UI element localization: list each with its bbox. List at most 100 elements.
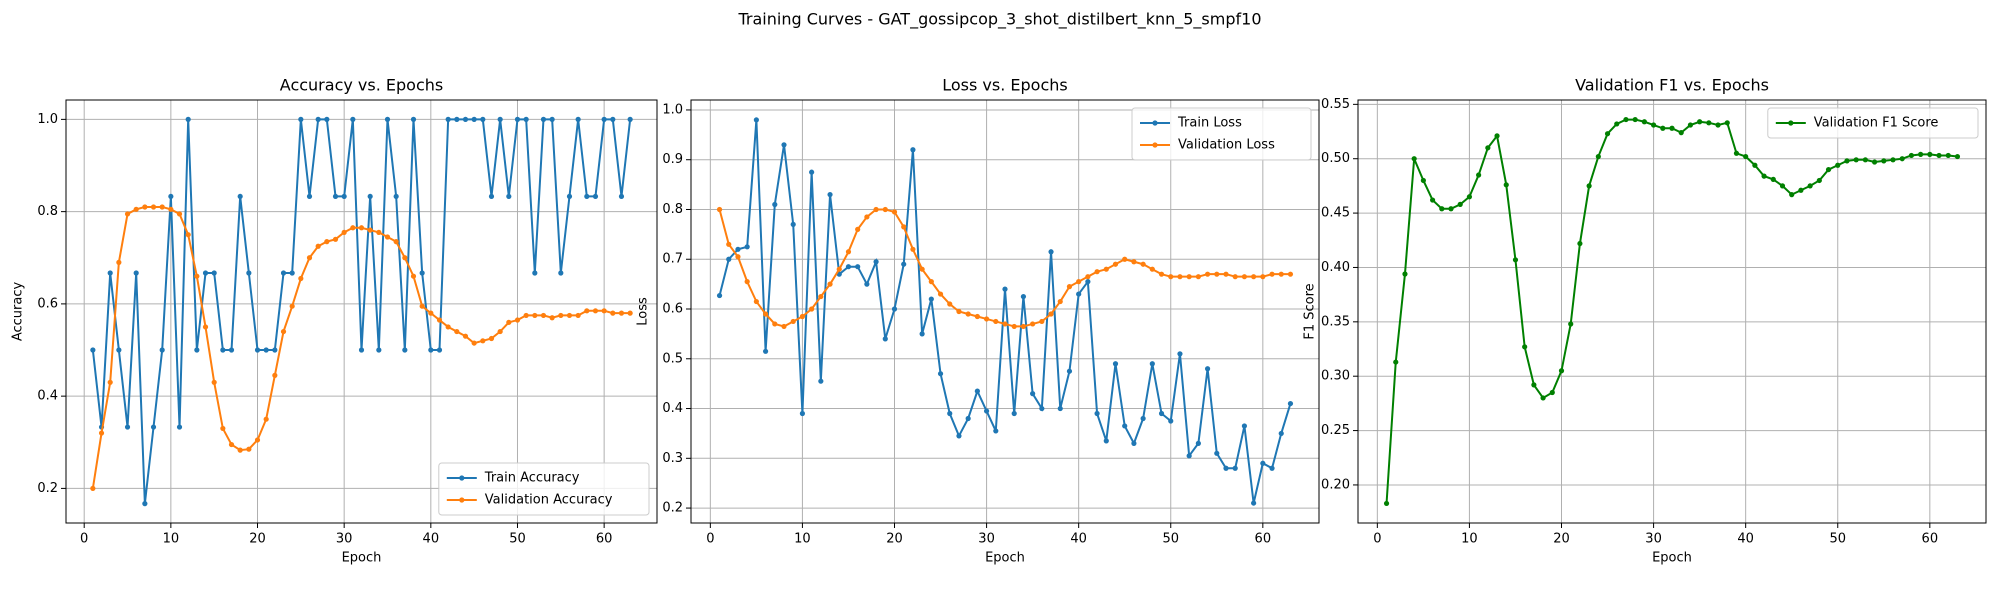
y-tick-label: 0.6 <box>37 296 58 311</box>
data-point <box>480 116 486 122</box>
data-point <box>937 291 944 297</box>
data-point <box>462 116 469 122</box>
data-point <box>956 308 962 315</box>
legend-label: Train Accuracy <box>484 471 580 486</box>
y-tick-label: 0.35 <box>1321 314 1350 329</box>
data-point <box>1697 119 1703 125</box>
data-point <box>419 303 425 309</box>
data-point <box>410 116 417 122</box>
data-point <box>1085 279 1091 285</box>
data-point <box>410 273 417 279</box>
data-point <box>1241 274 1248 280</box>
data-point <box>558 270 564 276</box>
data-point <box>1214 271 1220 277</box>
data-point <box>393 239 399 245</box>
data-point <box>1085 274 1091 280</box>
data-point <box>220 425 226 432</box>
data-point <box>454 116 460 122</box>
y-tick-label: 0.25 <box>1321 423 1350 438</box>
x-tick-label: 20 <box>1553 532 1570 547</box>
x-tick-label: 30 <box>978 532 995 547</box>
data-point <box>1149 266 1155 272</box>
data-point <box>176 424 183 430</box>
data-point <box>1540 395 1546 401</box>
data-point <box>1945 152 1951 159</box>
data-point <box>1494 133 1500 139</box>
legend-label: Validation F1 Score <box>1814 116 1939 131</box>
data-point <box>1076 279 1082 285</box>
legend-box <box>1767 107 1979 139</box>
data-point <box>1558 368 1565 374</box>
data-point <box>289 303 295 309</box>
data-point <box>98 430 105 436</box>
data-point <box>116 259 122 265</box>
data-point <box>610 116 616 122</box>
data-point <box>1131 259 1137 265</box>
y-tick-label: 1.0 <box>37 112 58 127</box>
data-point <box>1251 274 1257 280</box>
data-point <box>873 206 879 213</box>
data-point <box>744 244 750 250</box>
data-point <box>1269 271 1275 277</box>
subplot-title: Accuracy vs. Epochs <box>280 76 443 95</box>
data-point <box>1232 465 1238 471</box>
y-axis-label: F1 Score <box>1303 283 1318 339</box>
data-point <box>90 485 96 492</box>
data-point <box>592 193 599 200</box>
data-point <box>1223 271 1229 277</box>
data-point <box>901 224 907 230</box>
data-point <box>1278 271 1284 277</box>
x-tick-label: 50 <box>1162 532 1179 547</box>
y-tick-label: 0.2 <box>662 501 683 516</box>
data-point <box>1195 274 1201 280</box>
data-point <box>428 347 434 353</box>
data-point <box>506 193 512 200</box>
data-point <box>965 311 971 317</box>
data-point <box>584 193 590 200</box>
data-point <box>1476 172 1482 178</box>
data-point <box>532 270 538 276</box>
data-point <box>202 270 209 276</box>
data-point <box>919 266 925 272</box>
data-point <box>1002 321 1008 327</box>
data-point <box>159 204 165 210</box>
legend-marker <box>1788 120 1794 126</box>
y-tick-label: 0.3 <box>662 451 683 466</box>
data-point <box>592 308 599 314</box>
data-point <box>107 379 113 385</box>
data-point <box>809 306 815 312</box>
data-point <box>1604 131 1611 137</box>
data-point <box>1204 366 1211 372</box>
data-point <box>1614 121 1620 127</box>
data-point <box>324 239 330 245</box>
data-point <box>1715 122 1721 128</box>
figure-title: Training Curves - GAT_gossipcop_3_shot_d… <box>737 10 1261 30</box>
data-point <box>575 312 581 319</box>
data-point <box>601 308 607 314</box>
data-point <box>1158 410 1165 417</box>
data-point <box>1186 453 1192 459</box>
data-point <box>324 116 330 122</box>
data-point <box>228 347 235 353</box>
data-point <box>1112 261 1119 267</box>
legend-label: Validation Loss <box>1178 138 1275 153</box>
data-point <box>1269 465 1275 471</box>
y-tick-label: 1.0 <box>662 102 683 117</box>
data-point <box>1457 201 1463 207</box>
data-point <box>1669 125 1675 131</box>
data-point <box>575 116 581 122</box>
y-tick-label: 0.9 <box>662 152 683 167</box>
data-point <box>919 331 925 337</box>
data-point <box>1158 271 1165 277</box>
data-point <box>436 317 443 323</box>
x-tick-label: 60 <box>596 532 613 547</box>
legend-marker <box>1152 120 1158 126</box>
data-point <box>1595 153 1601 160</box>
data-point <box>419 270 425 276</box>
data-point <box>910 147 916 153</box>
data-point <box>873 259 879 265</box>
data-point <box>1862 157 1868 163</box>
data-point <box>956 433 962 439</box>
data-point <box>1195 440 1201 446</box>
y-tick-label: 0.8 <box>662 202 683 217</box>
